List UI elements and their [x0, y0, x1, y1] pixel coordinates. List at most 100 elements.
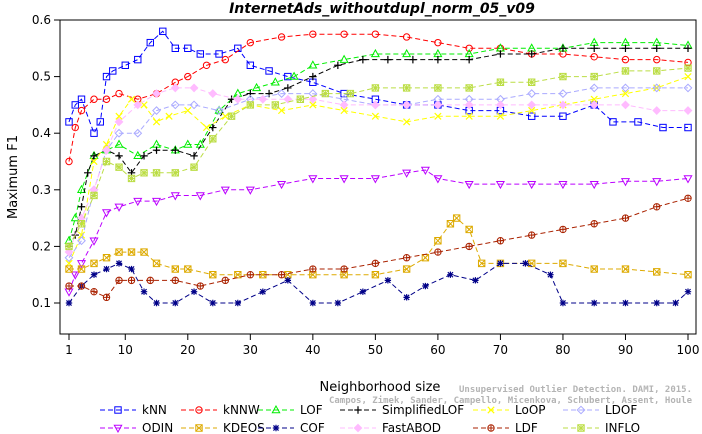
data-point-cof — [153, 299, 160, 307]
data-point-inflo — [115, 163, 123, 171]
data-point-inflo — [271, 101, 280, 109]
data-point-simplifiedlof — [409, 55, 417, 64]
data-point-ldf — [527, 231, 536, 239]
x-tick-label: 80 — [555, 343, 570, 357]
data-point-odin — [683, 175, 693, 184]
data-point-loop — [684, 72, 692, 81]
x-axis-label: Neighborhood size — [320, 380, 441, 395]
legend-item-knn: kNN — [100, 403, 167, 417]
data-point-fastabod — [589, 100, 599, 110]
data-point-cof — [384, 277, 392, 284]
data-point-simplifiedlof — [84, 169, 92, 177]
series-ldf — [65, 194, 692, 301]
data-point-fastabod — [133, 100, 143, 110]
data-point-ldf — [171, 276, 179, 284]
data-point-ldof — [214, 106, 224, 115]
data-point-odin — [195, 192, 205, 201]
data-point-loop — [590, 95, 598, 103]
data-point-cof — [284, 277, 292, 284]
legend-marker-cof — [272, 424, 280, 432]
data-point-cof — [547, 271, 554, 278]
data-point-ldof — [652, 83, 662, 93]
y-tick-label: 0.6 — [32, 13, 51, 27]
data-point-odin — [402, 169, 412, 178]
data-point-odin — [89, 237, 99, 246]
legend-marker-knnw — [195, 406, 203, 414]
data-point-lof — [527, 43, 537, 52]
legend-label-cof: COF — [300, 421, 325, 434]
data-point-inflo — [590, 72, 598, 81]
data-point-kdeos — [340, 271, 348, 279]
legend-item-loop: LoOP — [473, 403, 546, 417]
x-tick-label: 20 — [180, 343, 195, 357]
data-point-inflo — [77, 220, 86, 228]
data-point-simplifiedlof — [684, 44, 692, 52]
data-point-simplifiedlof — [140, 152, 148, 160]
data-point-lof — [402, 48, 412, 58]
data-point-kdeos — [184, 265, 192, 273]
data-point-simplifiedlof — [559, 44, 567, 52]
data-point-ldf — [340, 265, 348, 273]
data-point-loop — [202, 123, 211, 132]
data-point-inflo — [171, 169, 179, 177]
y-axis: 0.1 0.2 0.3 0.4 0.5 0.6 — [32, 13, 61, 310]
data-point-ldof — [589, 83, 599, 93]
data-point-fastabod — [433, 100, 443, 110]
data-point-knn — [96, 118, 104, 126]
data-point-knnw — [246, 38, 255, 47]
data-point-odin — [620, 178, 631, 187]
data-point-cof — [522, 260, 529, 267]
data-point-lof — [270, 77, 280, 86]
data-point-inflo — [621, 67, 630, 75]
data-point-ldof — [77, 236, 86, 246]
data-point-odin — [70, 271, 80, 280]
series-line-knnw — [68, 33, 689, 162]
data-point-kdeos — [434, 237, 442, 245]
legend-label-knnw: kNNW — [223, 403, 260, 417]
data-point-cof — [653, 299, 660, 307]
data-point-ldof — [170, 100, 180, 110]
data-point-lof — [183, 139, 193, 148]
x-tick-label: 30 — [243, 343, 258, 357]
data-point-inflo — [246, 101, 255, 109]
data-point-ldf — [115, 276, 123, 284]
data-point-knn — [159, 27, 167, 36]
data-point-loop — [496, 112, 505, 120]
data-point-ldf — [434, 248, 442, 256]
legend-label-loop: LoOP — [515, 403, 546, 417]
data-point-simplifiedlof — [384, 55, 392, 64]
data-point-fastabod — [527, 100, 537, 110]
x-axis: 1 10 20 30 40 50 60 70 80 90 100 — [65, 333, 699, 357]
data-point-ldf — [90, 288, 98, 296]
data-point-loop — [165, 112, 173, 120]
data-point-simplifiedlof — [621, 44, 630, 52]
data-point-ldf — [590, 220, 598, 228]
series-line-ldf — [69, 197, 689, 298]
data-point-knnw — [371, 30, 380, 38]
data-point-loop — [371, 112, 379, 120]
data-point-simplifiedlof — [527, 50, 536, 58]
data-point-ldf — [684, 194, 692, 202]
data-point-knnw — [309, 30, 317, 38]
data-point-kdeos — [90, 259, 98, 268]
legend-item-odin: ODIN — [100, 421, 173, 434]
data-point-inflo — [296, 95, 305, 103]
data-point-ldof — [558, 89, 568, 98]
data-point-knn — [77, 95, 86, 103]
data-point-ldf — [371, 259, 380, 267]
data-point-knn — [684, 123, 692, 132]
data-point-knn — [171, 44, 179, 52]
data-point-ldf — [127, 276, 136, 284]
data-point-kdeos — [477, 259, 486, 268]
legend: kNN kNNW LOF SimplifiedLOF LoOP LDOF ODIN KDEOS… — [100, 403, 640, 434]
data-point-loop — [340, 106, 348, 115]
data-point-odin — [151, 197, 162, 207]
data-point-knn — [102, 72, 111, 81]
data-point-ldf — [102, 293, 111, 301]
data-point-fastabod — [496, 100, 505, 110]
data-point-ldof — [114, 128, 124, 138]
data-point-kdeos — [402, 265, 411, 273]
data-point-simplifiedlof — [209, 123, 217, 132]
data-point-inflo — [402, 84, 411, 92]
